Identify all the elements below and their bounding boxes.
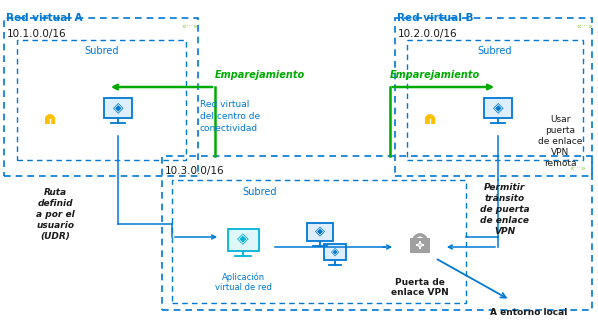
Text: ◈: ◈: [331, 246, 339, 256]
Text: ◈: ◈: [315, 224, 325, 237]
Bar: [407, 40, 583, 160]
Text: 10.2.0.0/16: 10.2.0.0/16: [398, 29, 457, 39]
Bar: [227, 229, 258, 251]
Text: Subred: Subred: [478, 46, 512, 56]
Text: Subred: Subred: [243, 187, 277, 197]
Bar: [484, 98, 512, 118]
Text: ◈: ◈: [237, 231, 249, 246]
Text: Permitir
tránsito
de puerta
de enlace
VPN: Permitir tránsito de puerta de enlace VP…: [480, 183, 530, 236]
Text: Ruta
definid
a por el
usuario
(UDR): Ruta definid a por el usuario (UDR): [36, 188, 74, 241]
Text: Puerta de
enlace VPN: Puerta de enlace VPN: [391, 278, 449, 297]
Text: Red virtual A: Red virtual A: [6, 13, 83, 23]
Bar: [17, 40, 186, 160]
Bar: [324, 244, 346, 260]
Text: «···»: «···»: [576, 23, 593, 32]
Text: Subred: Subred: [85, 46, 119, 56]
Text: Emparejamiento: Emparejamiento: [215, 70, 305, 80]
Text: Red virtual B: Red virtual B: [397, 13, 474, 23]
Bar: [425, 117, 435, 124]
Bar: [172, 180, 466, 303]
Text: A entorno local: A entorno local: [490, 308, 568, 317]
Text: «···»: «···»: [570, 165, 586, 174]
Text: ◈: ◈: [112, 100, 123, 114]
Text: Usar
puerta
de enlace
VPN
remota: Usar puerta de enlace VPN remota: [538, 115, 582, 168]
Text: Emparejamiento: Emparejamiento: [390, 70, 480, 80]
Text: Red virtual
del centro de
conectividad: Red virtual del centro de conectividad: [200, 100, 260, 133]
Bar: [307, 223, 333, 241]
Bar: [4, 18, 198, 176]
Text: 10.1.0.0/16: 10.1.0.0/16: [7, 29, 66, 39]
Text: Aplicación
virtual de red: Aplicación virtual de red: [215, 272, 271, 292]
Text: «···»: «···»: [182, 23, 199, 32]
Text: ◈: ◈: [493, 100, 504, 114]
Bar: [45, 117, 55, 124]
Bar: [162, 156, 592, 310]
Bar: [395, 18, 592, 176]
Bar: [104, 98, 132, 118]
Bar: [410, 238, 430, 253]
Text: 10.3.0.0/16: 10.3.0.0/16: [165, 166, 225, 176]
